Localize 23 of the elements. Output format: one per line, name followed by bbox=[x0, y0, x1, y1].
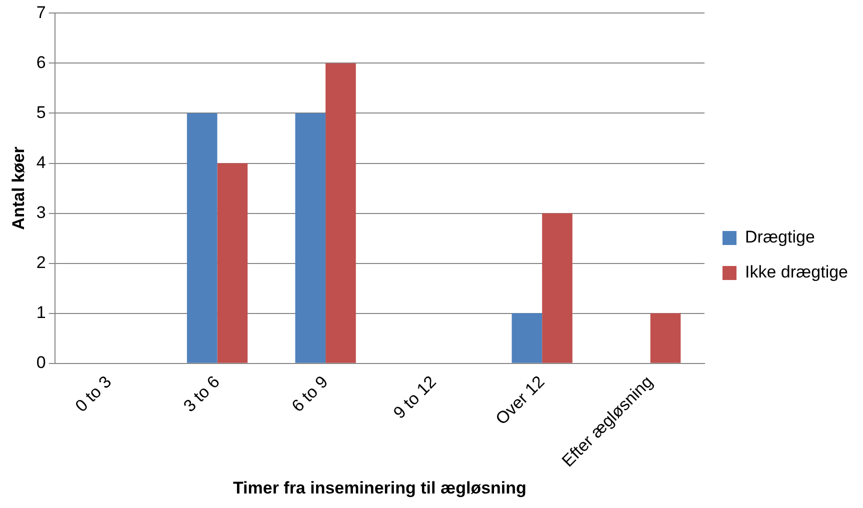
bar bbox=[542, 213, 572, 363]
bar bbox=[512, 313, 542, 363]
y-axis-title: Antal køer bbox=[8, 146, 28, 230]
y-tick-label: 4 bbox=[36, 152, 46, 172]
y-tick-label: 0 bbox=[36, 353, 46, 372]
y-tick-label: 3 bbox=[36, 202, 46, 222]
y-tick-label: 6 bbox=[36, 52, 46, 72]
y-tick-label: 2 bbox=[36, 252, 46, 272]
x-tick-label: 9 to 12 bbox=[390, 372, 440, 422]
y-tick-label: 5 bbox=[36, 102, 46, 122]
bar bbox=[650, 313, 681, 363]
x-tick-label: 0 to 3 bbox=[72, 372, 116, 416]
y-tick-label: 1 bbox=[36, 302, 46, 322]
x-axis-title: Timer fra inseminering til ægløsning bbox=[232, 478, 526, 498]
x-tick-label: 3 to 6 bbox=[180, 372, 224, 416]
bar bbox=[217, 163, 248, 363]
y-tick-label: 7 bbox=[36, 2, 46, 22]
bar bbox=[295, 113, 326, 363]
bar bbox=[186, 113, 218, 363]
legend-label: Drægtige bbox=[745, 228, 815, 247]
x-tick-label: 6 to 9 bbox=[288, 372, 332, 416]
legend-label: Ikke drægtige bbox=[745, 262, 848, 282]
bar bbox=[326, 63, 356, 363]
